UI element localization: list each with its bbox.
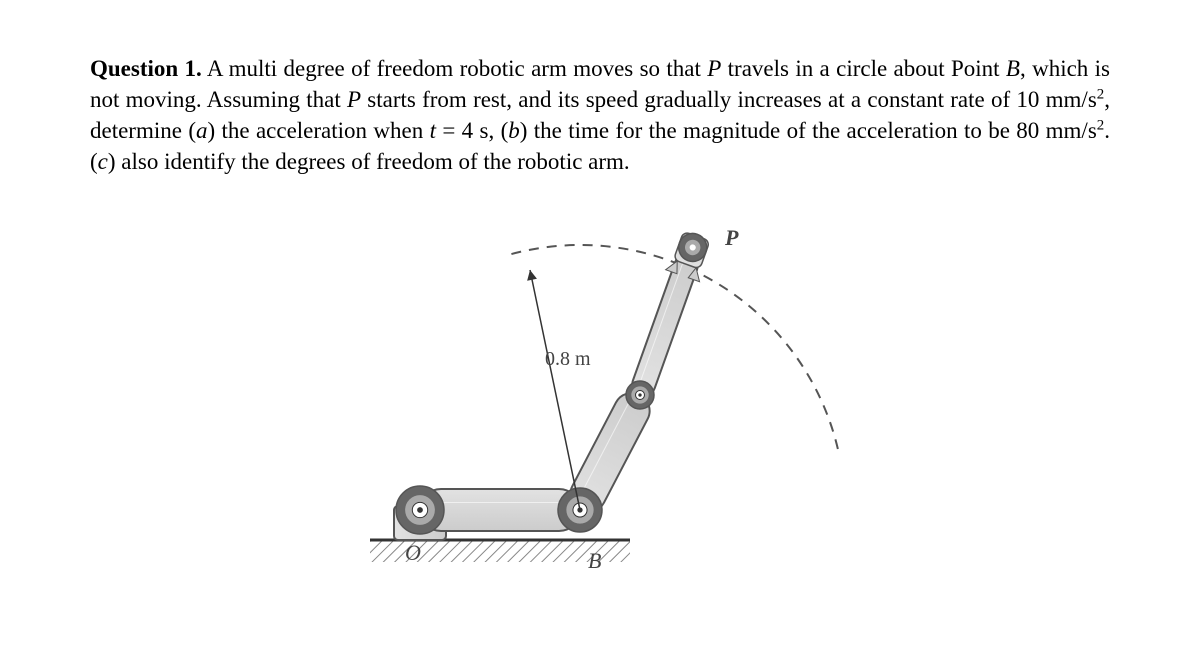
label-O: O bbox=[405, 540, 421, 565]
joint-E bbox=[626, 381, 654, 409]
radius-label: 0.8 m bbox=[545, 348, 591, 370]
label-B: B bbox=[588, 548, 601, 573]
robot-arm-svg: 0.8 m P B O bbox=[350, 210, 850, 630]
question-label: Question 1. bbox=[90, 56, 202, 81]
link-EP bbox=[629, 251, 701, 399]
radius-arrowhead-icon bbox=[527, 270, 537, 281]
radius-line bbox=[530, 270, 580, 510]
question-text: Question 1. A multi degree of freedom ro… bbox=[90, 53, 1110, 177]
joint-O bbox=[396, 486, 444, 534]
robot-arm-figure: 0.8 m P B O bbox=[350, 210, 850, 630]
label-P: P bbox=[724, 225, 739, 250]
